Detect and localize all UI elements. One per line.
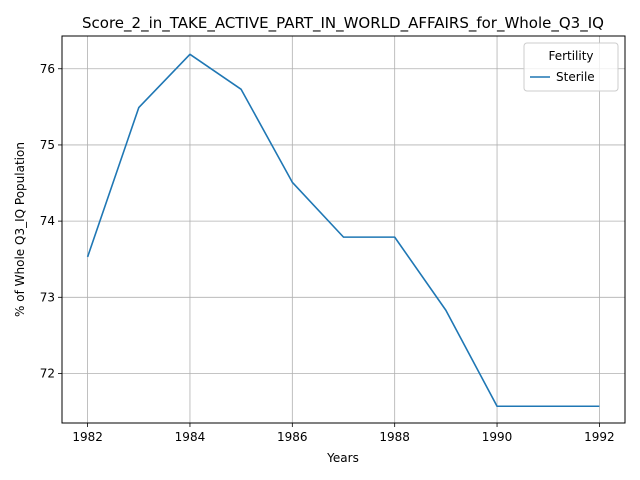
x-tick-label: 1984: [175, 430, 206, 444]
x-axis-label: Years: [326, 451, 359, 465]
legend-title: Fertility: [548, 49, 593, 63]
y-tick-label: 75: [40, 138, 55, 152]
y-tick-label: 73: [40, 290, 55, 304]
y-tick-label: 72: [40, 366, 55, 380]
y-axis-label: % of Whole Q3_IQ Population: [13, 142, 27, 317]
series-layer: [86, 53, 600, 408]
series-line-sterile: [86, 53, 600, 408]
legend: Fertility Sterile: [523, 42, 619, 92]
y-axis-ticks: 72 73 74 75 76: [40, 62, 62, 380]
chart-title: Score_2_in_TAKE_ACTIVE_PART_IN_WORLD_AFF…: [82, 14, 604, 33]
legend-box: [523, 42, 619, 92]
plot-frame: [61, 35, 626, 424]
x-tick-label: 1982: [72, 430, 103, 444]
x-tick-label: 1988: [379, 430, 410, 444]
x-tick-label: 1992: [584, 430, 615, 444]
y-tick-label: 74: [40, 214, 55, 228]
grid: [62, 36, 625, 423]
x-axis-ticks: 1982 1984 1986 1988 1990 1992: [72, 423, 615, 444]
y-tick-label: 76: [40, 62, 55, 76]
x-tick-label: 1990: [482, 430, 513, 444]
legend-label-sterile: Sterile: [556, 70, 595, 84]
x-tick-label: 1986: [277, 430, 308, 444]
